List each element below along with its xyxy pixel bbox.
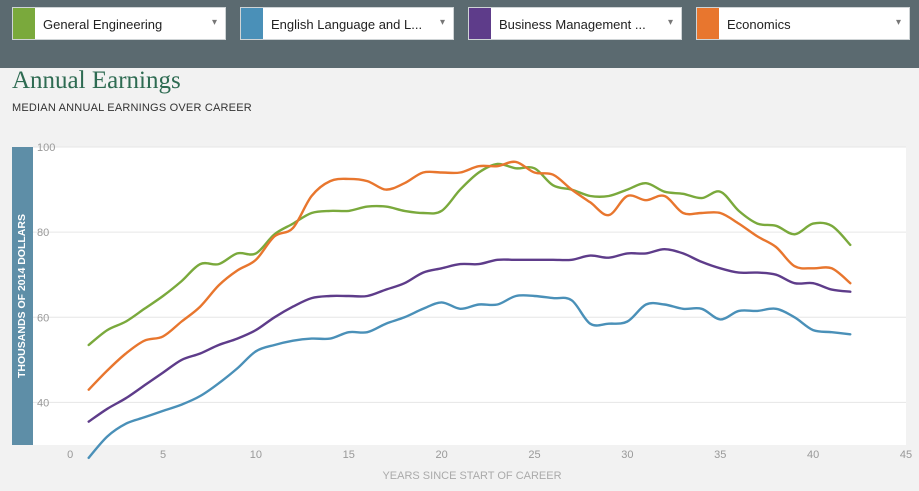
series-line-2 xyxy=(87,294,852,459)
filter-bar: General Engineering ▾ English Language a… xyxy=(0,0,919,68)
series-line-4 xyxy=(87,160,852,391)
chart-subtitle: MEDIAN ANNUAL EARNINGS OVER CAREER xyxy=(12,102,252,114)
major-select-label: English Language and L... xyxy=(271,17,423,32)
major-color-swatch-4 xyxy=(697,8,719,39)
y-axis-band xyxy=(12,147,33,445)
y-tick-label-80: 80 xyxy=(37,227,49,239)
major-select-label: Economics xyxy=(727,17,791,32)
chart-title: Annual Earnings xyxy=(12,67,181,94)
major-select-1[interactable]: General Engineering ▾ xyxy=(12,7,226,40)
x-tick-label-35: 35 xyxy=(714,449,726,461)
chevron-down-icon: ▾ xyxy=(211,17,217,28)
major-select-label: Business Management ... xyxy=(499,17,646,32)
chevron-down-icon: ▾ xyxy=(667,17,673,28)
y-tick-label-100: 100 xyxy=(37,142,55,154)
series-line-3 xyxy=(87,248,852,423)
major-color-swatch-2 xyxy=(241,8,263,39)
chevron-down-icon: ▾ xyxy=(439,17,445,28)
major-select-2[interactable]: English Language and L... ▾ xyxy=(240,7,454,40)
y-tick-label-40: 40 xyxy=(37,397,49,409)
series-line-1 xyxy=(87,162,852,347)
x-tick-label-5: 5 xyxy=(160,449,166,461)
major-color-swatch-1 xyxy=(13,8,35,39)
x-tick-label-40: 40 xyxy=(807,449,819,461)
chevron-down-icon: ▾ xyxy=(895,17,901,28)
major-select-4[interactable]: Economics ▾ xyxy=(696,7,910,40)
major-select-label: General Engineering xyxy=(43,17,163,32)
x-tick-label-45: 45 xyxy=(900,449,912,461)
x-tick-label-0: 0 xyxy=(67,449,73,461)
y-tick-label-60: 60 xyxy=(37,312,49,324)
major-select-3[interactable]: Business Management ... ▾ xyxy=(468,7,682,40)
x-tick-label-15: 15 xyxy=(343,449,355,461)
plot-area xyxy=(33,147,906,445)
x-axis-label: YEARS SINCE START OF CAREER xyxy=(382,470,562,482)
x-tick-label-25: 25 xyxy=(528,449,540,461)
x-tick-label-30: 30 xyxy=(621,449,633,461)
x-tick-label-10: 10 xyxy=(250,449,262,461)
x-tick-label-20: 20 xyxy=(436,449,448,461)
major-color-swatch-3 xyxy=(469,8,491,39)
